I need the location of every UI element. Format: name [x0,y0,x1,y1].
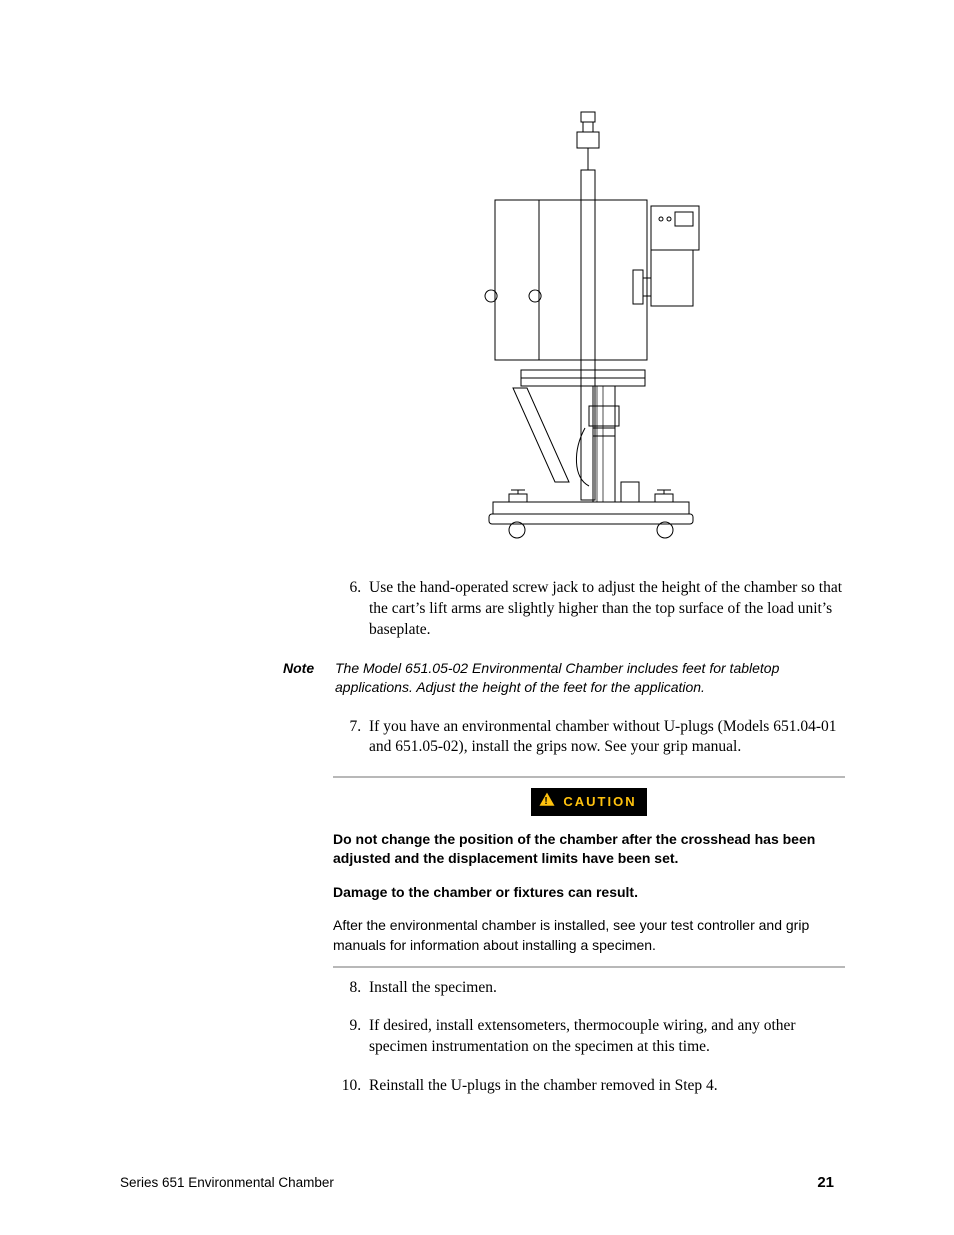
step-text: If desired, install extensometers, therm… [369,1017,796,1055]
step-text: If you have an environmental chamber wit… [369,718,836,756]
note-label: Note [283,659,335,697]
warning-triangle-icon: ! [539,792,555,811]
procedure-list-a: Use the hand-operated screw jack to adju… [335,578,845,641]
note-text: The Model 651.05-02 Environmental Chambe… [335,659,845,697]
step-6: Use the hand-operated screw jack to adju… [365,578,845,641]
step-9: If desired, install extensometers, therm… [365,1016,845,1058]
caution-bold-1: Do not change the position of the chambe… [333,830,845,869]
procedure-list-b: Install the specimen. If desired, instal… [335,978,845,1098]
procedure-list-a2: If you have an environmental chamber wit… [335,717,845,759]
caution-block: ! CAUTION Do not change the position of … [333,776,845,967]
caution-rule-bottom [333,966,845,968]
page-number: 21 [817,1174,834,1191]
step-7: If you have an environmental chamber wit… [365,717,845,759]
content-column: Use the hand-operated screw jack to adju… [335,110,845,1097]
page: Use the hand-operated screw jack to adju… [0,0,954,1235]
svg-text:!: ! [545,796,550,806]
figure-wrap [335,110,845,550]
caution-bold-2: Damage to the chamber or fixtures can re… [333,883,845,903]
caution-badge-text: CAUTION [563,793,636,811]
caution-paragraph: After the environmental chamber is insta… [333,916,845,955]
step-8: Install the specimen. [365,978,845,999]
caution-rule-top [333,776,845,778]
caution-badge-row: ! CAUTION [333,788,845,815]
step-10: Reinstall the U-plugs in the chamber rem… [365,1076,845,1097]
step-text: Use the hand-operated screw jack to adju… [369,579,842,638]
step-text: Reinstall the U-plugs in the chamber rem… [369,1077,718,1094]
step-text: Install the specimen. [369,979,497,996]
caution-badge: ! CAUTION [531,788,646,815]
page-footer: Series 651 Environmental Chamber 21 [120,1174,834,1191]
footer-title: Series 651 Environmental Chamber [120,1175,334,1190]
chamber-on-cart-figure [473,110,708,550]
note-block: Note The Model 651.05-02 Environmental C… [283,659,845,697]
